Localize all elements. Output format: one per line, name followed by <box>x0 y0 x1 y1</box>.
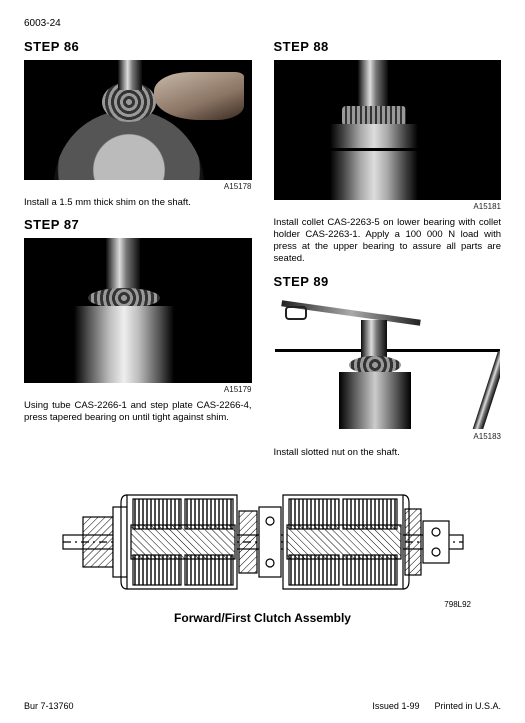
step-86-text: Install a 1.5 mm thick shim on the shaft… <box>24 197 252 209</box>
step-88-heading: STEP 88 <box>274 39 502 54</box>
left-column: STEP 86 A15178 Install a 1.5 mm thick sh… <box>24 35 252 467</box>
step-89-figure-id: A15183 <box>274 432 502 441</box>
step-89-heading: STEP 89 <box>274 274 502 289</box>
step-87-heading: STEP 87 <box>24 217 252 232</box>
step-86-figure <box>24 60 252 180</box>
assembly-section: 798L92 Forward/First Clutch Assembly <box>24 477 501 625</box>
step-87-figure-id: A15179 <box>24 385 252 394</box>
step-89-figure <box>274 295 502 430</box>
step-88-figure <box>274 60 502 200</box>
step-88-figure-id: A15181 <box>274 202 502 211</box>
assembly-drawing <box>53 477 473 607</box>
footer-right: Issued 1-99 Printed in U.S.A. <box>372 701 501 711</box>
step-87-figure <box>24 238 252 383</box>
step-88-text: Install collet CAS-2263-5 on lower beari… <box>274 217 502 266</box>
step-86-heading: STEP 86 <box>24 39 252 54</box>
right-column: STEP 88 A15181 Install collet CAS-2263-5… <box>274 35 502 467</box>
step-86-figure-id: A15178 <box>24 182 252 191</box>
step-87-text: Using tube CAS-2266-1 and step plate CAS… <box>24 400 252 424</box>
assembly-caption: Forward/First Clutch Assembly <box>24 611 501 625</box>
page-number: 6003-24 <box>24 18 501 29</box>
footer-left: Bur 7-13760 <box>24 701 74 711</box>
page-footer: Bur 7-13760 Issued 1-99 Printed in U.S.A… <box>24 701 501 711</box>
two-column-layout: STEP 86 A15178 Install a 1.5 mm thick sh… <box>24 35 501 467</box>
step-89-text: Install slotted nut on the shaft. <box>274 447 502 459</box>
